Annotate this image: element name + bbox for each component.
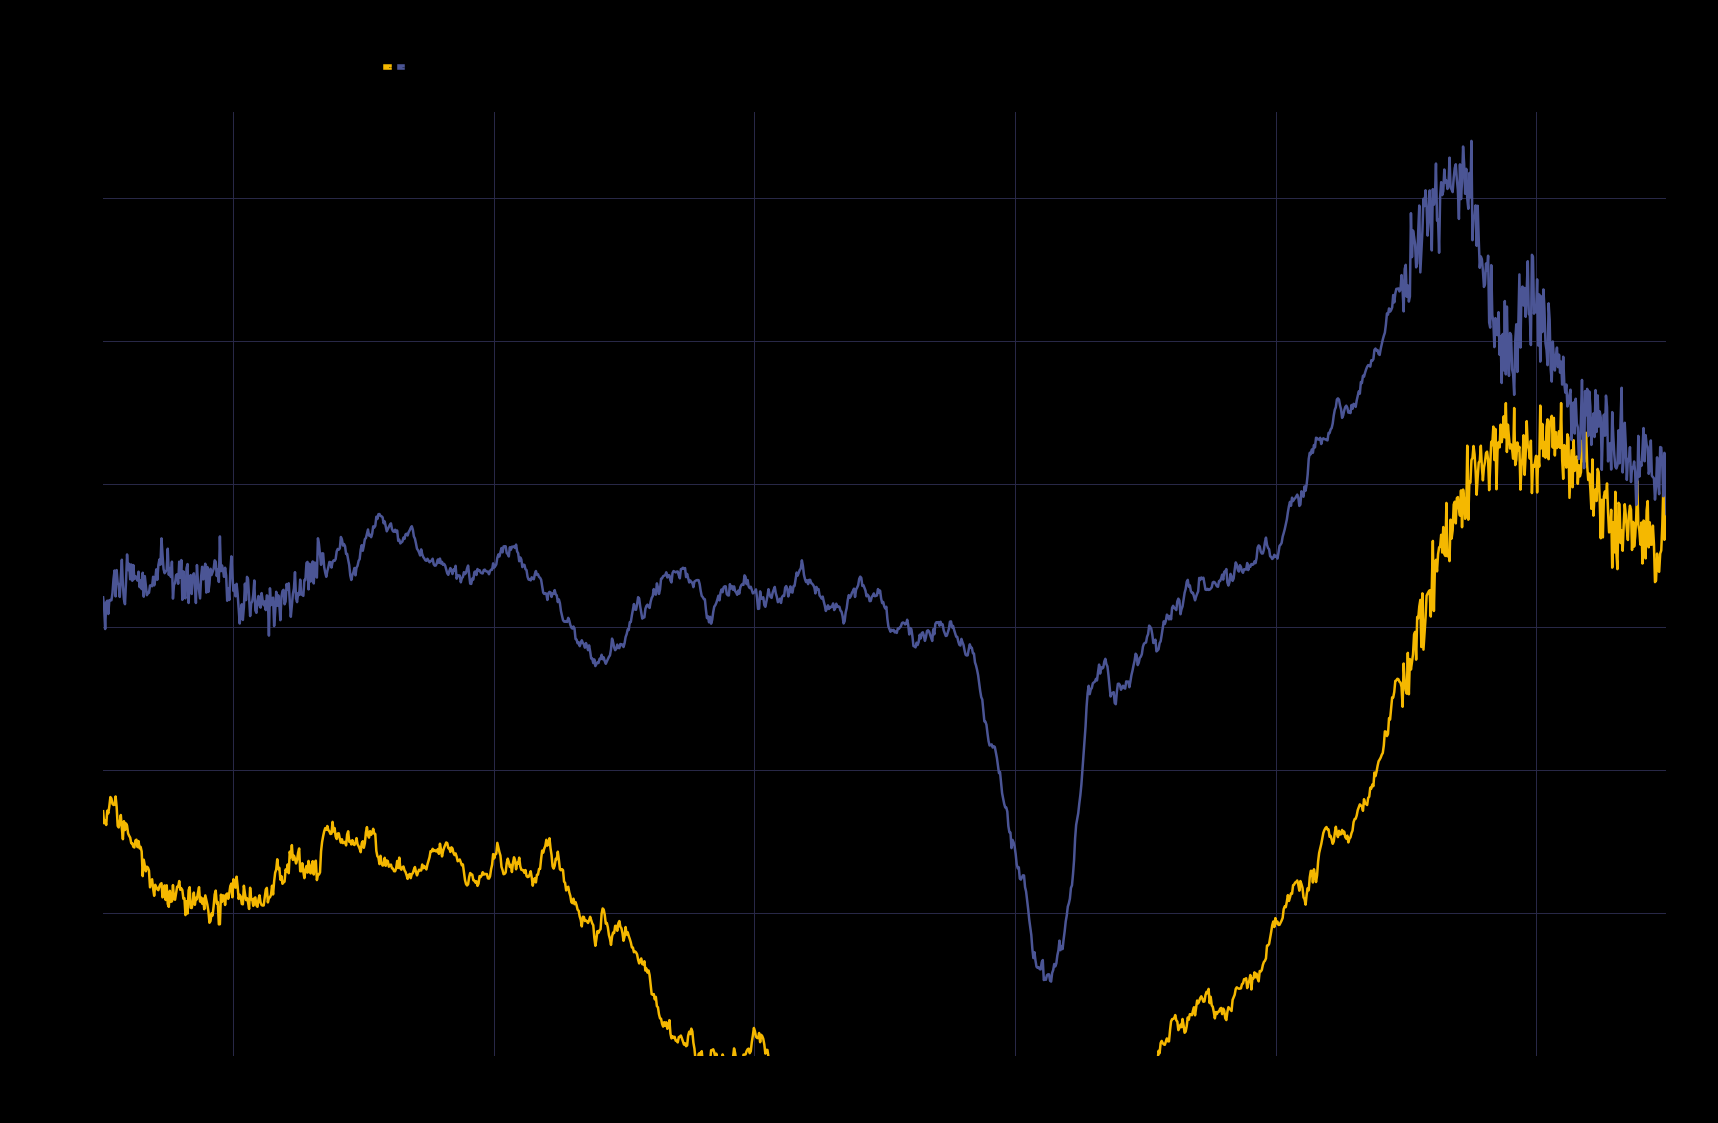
Legend: Euroalue, Yhdysvallat: Euroalue, Yhdysvallat [385, 66, 411, 69]
